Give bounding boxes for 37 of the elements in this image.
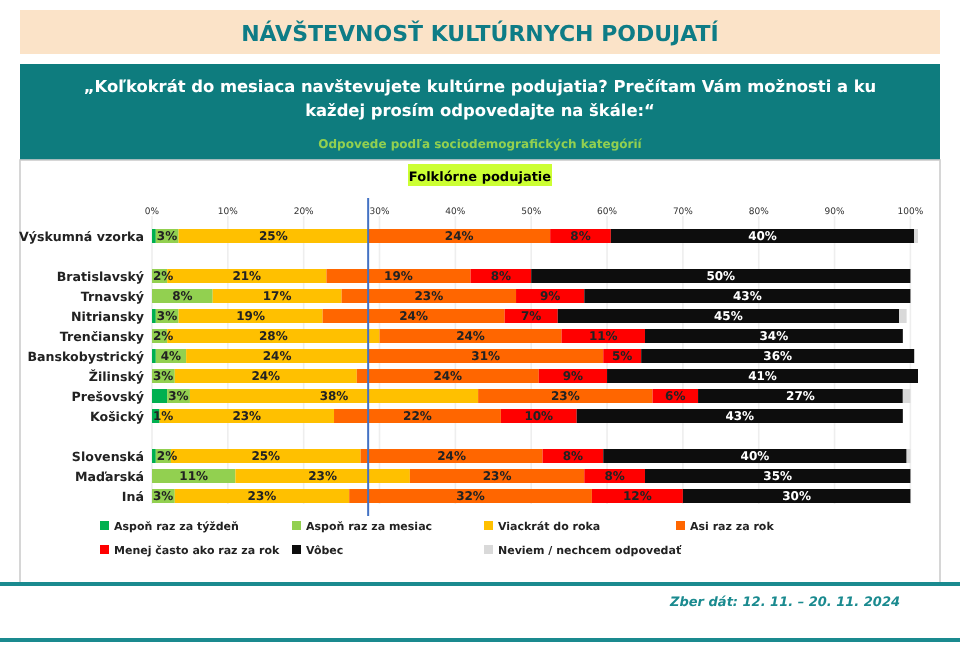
bar xyxy=(644,469,911,483)
bar xyxy=(356,369,539,383)
bar xyxy=(235,469,410,483)
bar xyxy=(698,389,903,403)
bar xyxy=(902,389,911,403)
bar xyxy=(368,229,551,243)
bar xyxy=(186,349,369,363)
bar xyxy=(178,229,369,243)
bar xyxy=(360,449,543,463)
bar xyxy=(152,389,168,403)
bar xyxy=(899,309,907,323)
bar xyxy=(334,409,501,423)
bar xyxy=(603,449,907,463)
bar xyxy=(174,369,357,383)
bar xyxy=(682,489,911,503)
bar xyxy=(409,469,585,483)
bar xyxy=(478,389,653,403)
bar xyxy=(368,349,604,363)
bar xyxy=(531,269,911,283)
bar xyxy=(641,349,915,363)
bar xyxy=(557,309,900,323)
bar xyxy=(644,329,903,343)
bar xyxy=(178,309,323,323)
bar xyxy=(341,289,517,303)
bar xyxy=(584,289,911,303)
bar xyxy=(189,389,479,403)
bar xyxy=(379,329,562,343)
bar xyxy=(174,489,350,503)
chart-subtitle: „Koľkokrát do mesiaca navštevujete kultúrne podujatia? Prečítam Vám možnosti a ku každej prosím odpovedajte na škále:“ xyxy=(83,76,877,120)
bar xyxy=(322,309,505,323)
bar xyxy=(576,409,903,423)
bar xyxy=(610,229,915,243)
bar xyxy=(326,269,471,283)
chart-title: NÁVŠTEVNOSŤ KULTÚRNYCH PODUJATÍ xyxy=(241,19,719,47)
bar xyxy=(607,369,918,383)
bar xyxy=(212,289,342,303)
bar xyxy=(349,489,592,503)
